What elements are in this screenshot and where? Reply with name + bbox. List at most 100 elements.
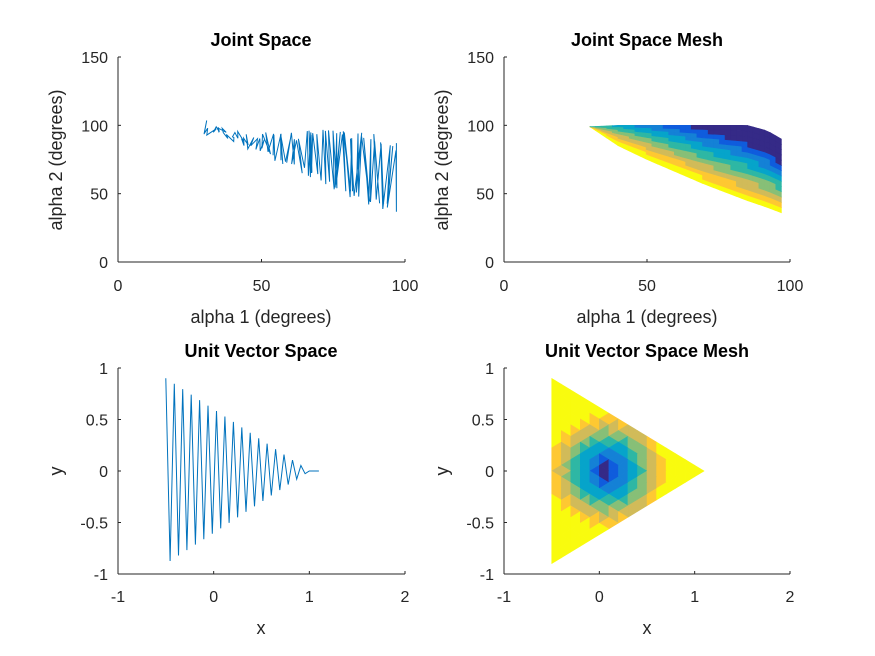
x-tick-label: 50 [638, 278, 656, 295]
mesh-cell [724, 144, 731, 151]
plot-area [551, 377, 705, 565]
mesh-cell [702, 125, 709, 130]
y-tick-label: 1 [99, 361, 108, 378]
mesh-cell [627, 505, 638, 518]
mesh-cell [637, 499, 648, 513]
mesh-cell [694, 464, 705, 478]
mesh-cell [724, 139, 731, 146]
mesh-cell [595, 125, 602, 128]
mesh-cell [646, 493, 658, 507]
plot-area [203, 120, 397, 212]
ticks [503, 367, 791, 575]
x-axis-label: x [257, 618, 266, 638]
mesh-cell [618, 511, 629, 524]
mesh-cell [713, 138, 720, 145]
mesh-cell [719, 138, 726, 145]
mesh-cell [662, 125, 670, 129]
mesh-cell [674, 128, 681, 133]
y-tick-label: -1 [480, 567, 494, 584]
mesh-cell [675, 476, 686, 489]
mesh-cell [741, 130, 748, 137]
mesh-cell [719, 129, 726, 136]
mesh-cell [713, 129, 720, 135]
mesh-cell [608, 516, 619, 530]
mesh-cell [707, 129, 715, 135]
mesh-cell [634, 125, 641, 128]
mesh-cell [600, 125, 608, 128]
mesh-cell [623, 125, 630, 128]
mesh-cell [551, 551, 562, 565]
y-tick-label: 1 [485, 361, 494, 378]
x-tick-label: 0 [114, 278, 123, 295]
mesh-cell [696, 125, 703, 130]
x-tick-label: 0 [209, 589, 218, 606]
mesh-cell [741, 145, 748, 153]
mesh-cell [684, 470, 696, 484]
mesh-cell [570, 540, 581, 553]
mesh-cell [741, 140, 748, 148]
mesh-cell [696, 128, 703, 134]
mesh-cell [696, 132, 703, 139]
x-tick-label: -1 [111, 589, 125, 606]
x-axis-label: alpha 1 (degrees) [576, 307, 717, 327]
y-axis-label: y [46, 467, 66, 476]
mesh-cell [707, 133, 715, 140]
x-tick-label: 100 [392, 278, 419, 295]
mesh-cell [736, 145, 743, 152]
mesh-cell [606, 125, 613, 128]
mesh-cell [662, 127, 670, 132]
mesh-cell [724, 125, 731, 131]
mesh-cell [736, 135, 743, 142]
y-axis-label: alpha 2 (degrees) [46, 89, 66, 230]
chart-title: Unit Vector Space [184, 341, 337, 361]
chart-title: Joint Space [210, 30, 311, 50]
mesh-cell [713, 125, 720, 131]
mesh-cell [617, 125, 624, 128]
panel-unit-vector-space-mesh: Unit Vector Space Mesh -1 0 1 2 -1 -0.5 … [432, 341, 795, 638]
x-tick-label: 1 [690, 589, 699, 606]
mesh-cell [730, 144, 737, 152]
mesh-cell [719, 125, 726, 131]
mesh-cell [656, 487, 667, 501]
y-tick-label: -0.5 [466, 516, 494, 533]
ticks [117, 56, 406, 263]
mesh-cell [679, 131, 686, 137]
x-tick-label: 0 [500, 278, 509, 295]
y-tick-label: 0 [99, 464, 108, 481]
mesh-cell [690, 128, 698, 134]
y-tick-label: 0.5 [472, 413, 494, 430]
mesh-cell [730, 129, 737, 136]
mesh-cell [674, 125, 681, 130]
mesh-cell [679, 125, 686, 130]
x-tick-label: 1 [305, 589, 314, 606]
mesh-cell [741, 125, 748, 132]
mesh-cell [685, 125, 692, 130]
x-tick-label: 100 [777, 278, 804, 295]
y-tick-label: 150 [467, 50, 494, 67]
mesh-cell [741, 135, 748, 142]
mesh-cell [657, 125, 664, 129]
x-tick-label: -1 [497, 589, 511, 606]
y-tick-label: 100 [81, 118, 108, 135]
y-tick-label: 0 [485, 464, 494, 481]
y-axis-label: y [432, 467, 452, 476]
plot-area [589, 125, 782, 214]
mesh-cell [690, 125, 698, 130]
ticks [117, 367, 406, 575]
mesh-cell [668, 125, 675, 129]
mesh-cell [702, 129, 709, 135]
y-tick-label: 0 [99, 255, 108, 272]
y-tick-label: -0.5 [80, 516, 108, 533]
chart-title: Joint Space Mesh [571, 30, 723, 50]
mesh-cell [690, 132, 698, 138]
mesh-cell [752, 126, 760, 135]
mesh-cell [719, 134, 726, 140]
ticks [503, 56, 791, 263]
mesh-cell [747, 125, 754, 133]
x-tick-label: 2 [786, 589, 795, 606]
x-axis-label: alpha 1 (degrees) [190, 307, 331, 327]
mesh-cell [685, 128, 692, 134]
mesh-cell [724, 129, 731, 136]
y-tick-label: -1 [94, 567, 108, 584]
